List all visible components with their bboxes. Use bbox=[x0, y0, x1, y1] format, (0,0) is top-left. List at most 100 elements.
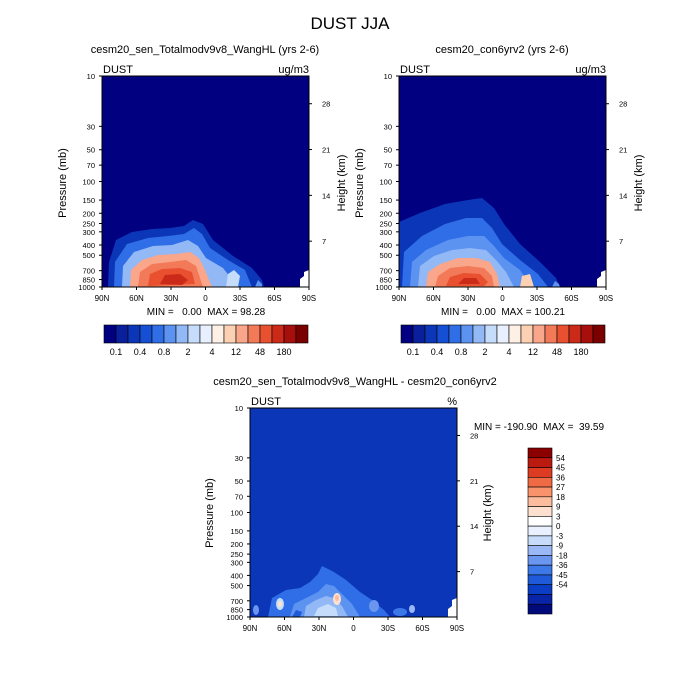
panel-3-y-tick-label: 30 bbox=[235, 454, 243, 463]
panel-2-colorbar-label: 2 bbox=[482, 347, 487, 357]
panel-2-y-tick-label: 250 bbox=[379, 219, 392, 228]
panel-3-y-tick-label: 200 bbox=[230, 540, 243, 549]
panel-2-x-tick-label: 60N bbox=[426, 294, 441, 303]
panel-2-y-tick-label: 150 bbox=[379, 196, 392, 205]
panel-1-height-tick-label: 7 bbox=[322, 237, 326, 246]
panel-3-colorbar-box bbox=[527, 457, 553, 468]
panel-1-colorbar-box bbox=[271, 324, 285, 344]
panel-1-colorbar-box bbox=[295, 324, 309, 344]
panel-2-colorbar-box bbox=[484, 324, 498, 344]
panel-3-colorbar-box bbox=[527, 516, 553, 527]
panel-2-y-tick-label: 30 bbox=[384, 122, 392, 131]
panel-1-colorbar-box bbox=[235, 324, 249, 344]
panel-2-colorbar-label: 0.1 bbox=[407, 347, 420, 357]
panel-3-y-tick-label: 850 bbox=[230, 606, 243, 615]
panel-1-y-tick-label: 700 bbox=[82, 267, 95, 276]
panel-1-y-tick-label: 850 bbox=[82, 276, 95, 285]
panel-1-height-tick-label: 14 bbox=[322, 191, 330, 200]
panel-2-y-tick-label: 400 bbox=[379, 241, 392, 250]
panel-2-colorbar-label: 0.4 bbox=[431, 347, 444, 357]
panel-3-x-tick-label: 60S bbox=[415, 624, 429, 633]
panel-3-colorbar-box bbox=[527, 564, 553, 576]
panel-1-x-tick-label: 90S bbox=[302, 294, 316, 303]
panel-3-colorbar-label: 27 bbox=[556, 483, 565, 492]
panel-3-stats: MIN = -190.90 MAX = 39.59 bbox=[474, 422, 605, 433]
panel-1-colorbar-box bbox=[211, 324, 225, 344]
panel-1-y-tick-label: 500 bbox=[82, 251, 95, 260]
panel-1-colorbar-box bbox=[163, 324, 177, 344]
panel-2-colorbar-box bbox=[460, 324, 474, 344]
panel-1-patch-b bbox=[255, 280, 262, 287]
panel-3-y-tick-label: 700 bbox=[230, 597, 243, 606]
panel-3-colorbar-label: -18 bbox=[556, 551, 568, 560]
panel-2-units: ug/m3 bbox=[575, 64, 606, 76]
panel-1-y-tick-label: 50 bbox=[87, 146, 95, 155]
panel-3-colorbar-box bbox=[527, 594, 553, 605]
panel-3-height-tick-label: 14 bbox=[470, 522, 478, 531]
panel-1-y-tick-label: 1000 bbox=[78, 283, 95, 292]
panel-1-colorbar-box bbox=[127, 324, 141, 344]
panel-1-colorbar-box bbox=[259, 324, 273, 344]
panel-1-x-tick-label: 90N bbox=[95, 294, 110, 303]
panel-1-ylabel: Pressure (mb) bbox=[57, 148, 69, 218]
panel-3-contour-field bbox=[250, 408, 457, 617]
panel-3-colorbar-box bbox=[527, 603, 553, 615]
panel-3-colorbar-box bbox=[527, 574, 553, 586]
panel-2-stats: MIN = 0.00 MAX = 100.21 bbox=[441, 307, 565, 318]
panel-3-y-tick-label: 70 bbox=[235, 492, 243, 501]
panel-3-colorbar-box bbox=[527, 506, 553, 517]
panel-3-colorbar-box bbox=[527, 584, 553, 595]
panel-2-colorbar-label: 48 bbox=[552, 347, 562, 357]
panel-3-height-tick-label: 28 bbox=[470, 431, 478, 440]
panel-2-colorbar-label: 0.8 bbox=[455, 347, 468, 357]
panel-3-y-tick-label: 50 bbox=[235, 477, 243, 486]
panel-2-x-tick-label: 0 bbox=[500, 294, 505, 303]
panel-2-ylabel: Pressure (mb) bbox=[354, 148, 366, 218]
panel-2-colorbar-box bbox=[400, 324, 414, 344]
panel-2-colorbar-label: 4 bbox=[506, 347, 511, 357]
panel-1-colorbar-label: 0.4 bbox=[134, 347, 147, 357]
panel-2-antarctic-mask bbox=[597, 270, 606, 287]
panel-2-y-tick-label: 10 bbox=[384, 72, 392, 81]
panel-1-x-tick-label: 60N bbox=[129, 294, 144, 303]
panel-2-height-tick-label: 7 bbox=[619, 237, 623, 246]
panel-3-x-tick-label: 90S bbox=[450, 624, 464, 633]
panel-3-y-tick-label: 300 bbox=[230, 558, 243, 567]
panel-1-y-tick-label: 10 bbox=[87, 72, 95, 81]
panel-3-colorbar-label: -54 bbox=[556, 581, 568, 590]
panel-1-colorbar-box bbox=[175, 324, 189, 344]
panel-1-colorbar-box bbox=[199, 324, 213, 344]
panel-1-colorbar-box bbox=[223, 324, 237, 344]
panel-1-colorbar-label: 180 bbox=[276, 347, 291, 357]
panel-1-x-tick-label: 30N bbox=[164, 294, 179, 303]
panel-1-stats: MIN = 0.00 MAX = 98.28 bbox=[147, 307, 266, 318]
figure-title: DUST JJA bbox=[310, 14, 390, 33]
panel-1-x-tick-label: 0 bbox=[203, 294, 208, 303]
panel-3-height-tick-label: 21 bbox=[470, 477, 478, 486]
panel-2-colorbar-box bbox=[544, 324, 558, 344]
panel-2-y-tick-label: 200 bbox=[379, 209, 392, 218]
panel-3-colorbar-label: 3 bbox=[556, 512, 561, 521]
panel-1-colorbar: 0.1 0.4 0.8 2 4 12 48 180 bbox=[103, 324, 309, 357]
panel-3-blob-south-3 bbox=[409, 605, 415, 613]
panel-3-positive-blob-west-core bbox=[278, 601, 282, 607]
panel-2-contour-field bbox=[399, 76, 606, 287]
panel-3-y-tick-label: 10 bbox=[235, 404, 243, 413]
panel-1-antarctic-mask bbox=[300, 270, 309, 287]
panel-3-colorbar-label: 18 bbox=[556, 493, 565, 502]
panel-3-title: cesm20_sen_Totalmodv9v8_WangHL - cesm20_… bbox=[213, 376, 497, 388]
panel-3-colorbar-label: -36 bbox=[556, 561, 568, 570]
panel-3-colorbar-label: -45 bbox=[556, 571, 568, 580]
panel-2-colorbar-box bbox=[580, 324, 594, 344]
panel-2-y-tick-label: 100 bbox=[379, 178, 392, 187]
panel-3-x-tick-label: 30N bbox=[312, 624, 327, 633]
panel-1-contour-field bbox=[102, 76, 309, 287]
panel-2-y-tick-label: 1000 bbox=[375, 283, 392, 292]
panel-1-y-tick-label: 400 bbox=[82, 241, 95, 250]
panel-1-patch-a bbox=[226, 270, 240, 287]
panel-3-blob-south-1 bbox=[369, 600, 379, 612]
panel-2-colorbar-box bbox=[424, 324, 438, 344]
panel-3-colorbar-label: 36 bbox=[556, 473, 565, 482]
